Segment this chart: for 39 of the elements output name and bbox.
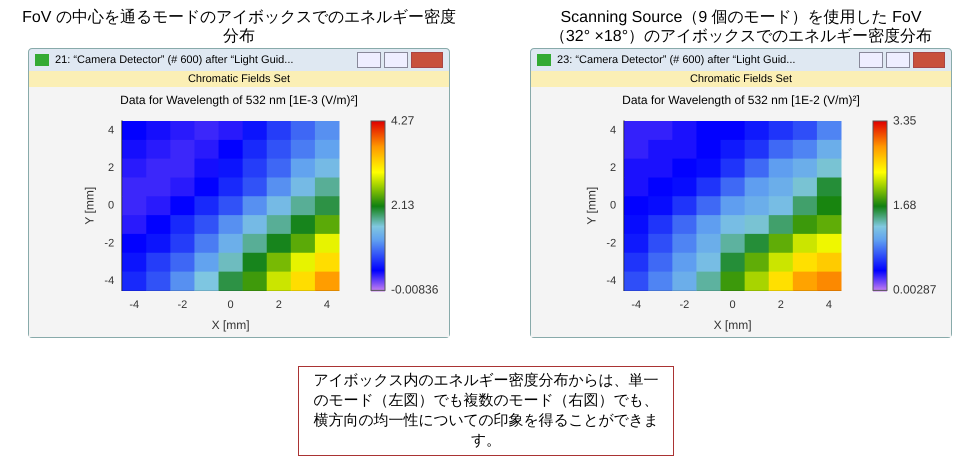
y-tick-label: -2 — [606, 237, 616, 250]
text: アイボックス内のエネルギー密度分布からは、単一のモード（左図）でも複数のモード（右図）でも、横方向の均一性についての印象を得ることができます。 — [298, 366, 674, 456]
text: Chromatic Fields Set — [531, 71, 951, 87]
y-tick-label: -4 — [104, 275, 114, 288]
y-tick-label: 2 — [610, 162, 616, 174]
chart-title: Scanning Source（9 個のモード）を使用した FoV （32° ×18°）のアイボックスでのエネルギー密度分布 — [548, 8, 934, 47]
y-axis-title: Y [mm] — [82, 186, 97, 225]
y-tick-label: 0 — [108, 200, 114, 212]
x-tick-label: 0 — [730, 299, 736, 312]
x-tick-label: 0 — [228, 299, 234, 312]
text: 21: “Camera Detector” (# 600) after “Light Guid... — [55, 54, 294, 66]
y-tick-label: 0 — [610, 200, 616, 212]
y-tick-label: -2 — [104, 237, 114, 250]
y-tick-label: 4 — [108, 124, 114, 136]
x-tick-label: -2 — [680, 299, 690, 312]
color-bar-label: 1.68 — [893, 198, 917, 212]
y-tick-label: 2 — [108, 162, 114, 174]
x-tick-label: 4 — [324, 299, 330, 312]
color-bar-label: -0.00836 — [391, 282, 439, 297]
chart-subtitle: Data for Wavelength of 532 nm [1E-2 (V/m)²] — [621, 92, 861, 109]
y-tick-label: 4 — [610, 124, 616, 136]
x-axis-title: X [mm] — [714, 318, 752, 332]
x-tick-label: -2 — [178, 299, 188, 312]
color-bar-label: 3.35 — [893, 113, 917, 128]
chart-subtitle: Data for Wavelength of 532 nm [1E-3 (V/m)²] — [119, 92, 359, 109]
x-tick-label: -4 — [631, 299, 642, 312]
color-bar-label: 2.13 — [391, 198, 415, 212]
chart-title: FoV の中心を通るモードのアイボックスでのエネルギー密度分布 — [21, 8, 457, 47]
x-tick-label: 4 — [826, 299, 832, 312]
text: 23: “Camera Detector” (# 600) after “Light Guid... — [557, 54, 796, 66]
x-tick-label: 2 — [778, 299, 784, 312]
color-bar-label: 4.27 — [391, 113, 415, 128]
color-bar-label: 0.00287 — [893, 282, 937, 297]
y-tick-label: -4 — [606, 275, 616, 288]
text: Chromatic Fields Set — [29, 71, 449, 87]
y-axis-title: Y [mm] — [584, 186, 599, 225]
x-tick-label: 2 — [276, 299, 282, 312]
x-axis-title: X [mm] — [212, 318, 250, 332]
x-tick-label: -4 — [129, 299, 140, 312]
